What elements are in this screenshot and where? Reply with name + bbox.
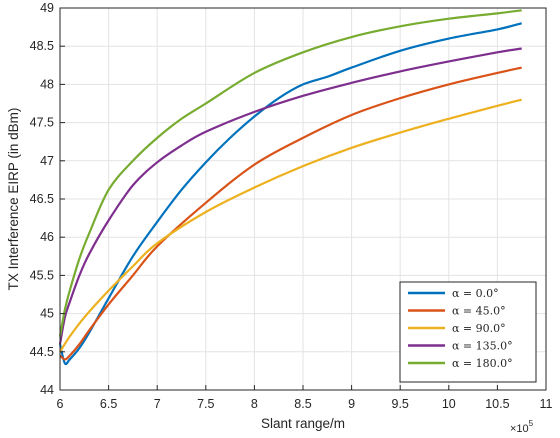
x-tick-label: 9: [348, 397, 355, 411]
series-lines: [58, 9, 522, 366]
x-tick-label: 7.5: [197, 397, 214, 411]
series-line-4: [58, 9, 522, 337]
x-tick-label: 8: [251, 397, 258, 411]
x-tick-label: 7: [154, 397, 161, 411]
y-tick-label: 48: [40, 77, 54, 91]
x-tick-label: 10: [442, 397, 456, 411]
series-line-1: [59, 66, 522, 361]
y-tick-label: 48.5: [30, 39, 54, 53]
legend-box: [399, 281, 537, 383]
x-tick-label: 10.5: [485, 397, 509, 411]
x-axis-multiplier: ×105: [510, 419, 534, 435]
y-tick-label: 44: [40, 383, 54, 397]
legend-entry-4: α = 180.0°: [452, 357, 513, 370]
legend-entry-1: α = 45.0°: [452, 305, 506, 318]
legend-entry-2: α = 90.0°: [452, 322, 506, 335]
x-axis-multiplier-base: ×10: [510, 423, 529, 435]
x-tick-label: 8.5: [294, 397, 311, 411]
y-tick-label: 46.5: [30, 192, 54, 206]
x-tick-label: 6.5: [100, 397, 117, 411]
series-line-3: [58, 47, 522, 345]
y-tick-label: 44.5: [30, 345, 54, 359]
y-tick-label: 46: [40, 230, 54, 244]
y-tick-label: 45: [40, 307, 54, 321]
x-tick-label: 9.5: [392, 397, 409, 411]
legend-entry-3: α = 135.0°: [452, 340, 513, 353]
series-line-2: [59, 98, 522, 353]
axis-ticks: 6 6.5 7 7.5 8 8.5 9 9.5 10 10.5 11 44 44.5 45 45.5 46 46…: [30, 1, 553, 411]
series-line-0: [58, 22, 522, 366]
legend: α = 0.0° α = 45.0° α = 90.0° α = 135.0° α = …: [399, 281, 537, 383]
x-axis-label: Slant range/m: [261, 416, 345, 431]
x-tick-label: 6: [57, 397, 64, 411]
y-tick-label: 47.5: [30, 116, 54, 130]
legend-entry-0: α = 0.0°: [452, 287, 499, 300]
x-axis-multiplier-exponent: 5: [529, 419, 534, 428]
y-axis-label: TX Interference EIRP (in dBm): [6, 108, 21, 291]
y-tick-label: 45.5: [30, 268, 54, 282]
y-tick-label: 49: [40, 1, 54, 15]
x-tick-label: 11: [540, 397, 553, 411]
y-tick-label: 47: [40, 154, 54, 168]
